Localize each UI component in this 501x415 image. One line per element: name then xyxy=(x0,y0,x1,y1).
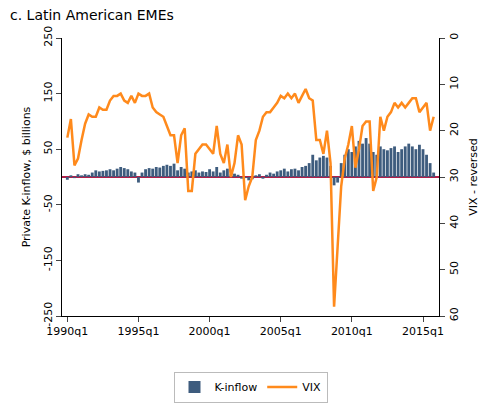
svg-text:0: 0 xyxy=(448,33,461,40)
svg-text:2015q1: 2015q1 xyxy=(402,325,444,338)
svg-text:1995q1: 1995q1 xyxy=(117,325,159,338)
svg-text:-50: -50 xyxy=(42,194,55,212)
svg-text:1990q1: 1990q1 xyxy=(46,325,88,338)
svg-text:c. Latin American EMEs: c. Latin American EMEs xyxy=(10,7,174,23)
svg-text:20: 20 xyxy=(448,122,461,136)
svg-text:150: 150 xyxy=(42,81,55,102)
svg-text:2000q1: 2000q1 xyxy=(189,325,231,338)
svg-text:2005q1: 2005q1 xyxy=(260,325,302,338)
svg-text:10: 10 xyxy=(448,76,461,90)
svg-text:VIX - reversed: VIX - reversed xyxy=(467,138,480,216)
svg-text:K-inflow: K-inflow xyxy=(215,381,258,394)
svg-text:50: 50 xyxy=(42,141,55,155)
svg-text:40: 40 xyxy=(448,215,461,229)
svg-text:2010q1: 2010q1 xyxy=(331,325,373,338)
svg-text:Private K-inflow, $ billions: Private K-inflow, $ billions xyxy=(20,106,33,247)
svg-text:-250: -250 xyxy=(42,302,55,327)
svg-text:250: 250 xyxy=(42,26,55,47)
svg-text:50: 50 xyxy=(448,261,461,275)
svg-text:-150: -150 xyxy=(42,246,55,271)
svg-text:30: 30 xyxy=(448,168,461,182)
svg-text:60: 60 xyxy=(448,307,461,321)
svg-text:VIX: VIX xyxy=(302,381,321,394)
